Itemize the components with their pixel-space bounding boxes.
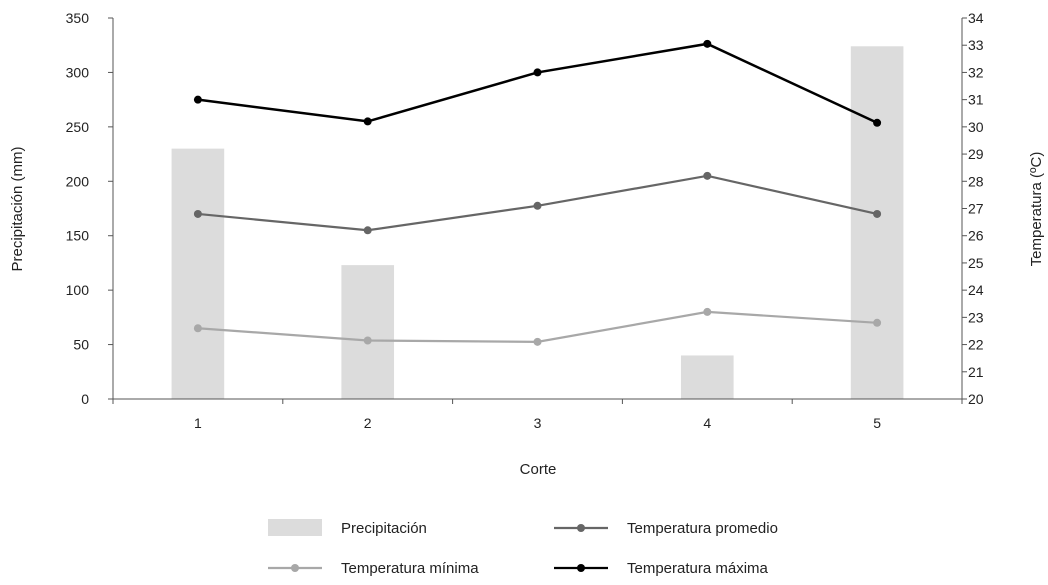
y-right-tick-label: 28 [968, 173, 984, 189]
legend-marker-temperatura-minima [291, 564, 299, 572]
bar-precipitacion-5 [850, 46, 904, 399]
y-right-tick-label: 34 [968, 10, 984, 26]
y-right-tick-label: 24 [968, 282, 984, 298]
y-right-tick-label: 30 [968, 119, 984, 135]
bar-precipitacion-4 [680, 355, 734, 399]
y-right-tick-label: 25 [968, 255, 984, 271]
x-axis-ticks: 1 2 3 4 5 [112, 399, 963, 431]
y-right-tick-label: 22 [968, 337, 984, 353]
bar-precipitacion-2 [341, 265, 395, 399]
y-left-tick-label: 300 [66, 64, 90, 80]
point-temperatura-minima [363, 336, 372, 345]
y-right-tick-label: 27 [968, 201, 984, 217]
y-left-tick-label: 350 [66, 10, 90, 26]
legend-label-temperatura-maxima: Temperatura máxima [627, 560, 769, 577]
series-line-temperatura-minima [197, 310, 878, 343]
y-left-tick-label: 0 [81, 391, 89, 407]
point-temperatura-maxima [873, 118, 882, 127]
y-axis-left-title: Precipitación (mm) [9, 146, 26, 271]
y-left-tick-label: 150 [66, 228, 90, 244]
x-tick-label: 3 [534, 415, 542, 431]
point-temperatura-promedio [193, 209, 202, 218]
y-right-tick-label: 26 [968, 228, 984, 244]
legend-label-precipitacion: Precipitación [341, 520, 427, 537]
y-left-tick-label: 50 [73, 337, 89, 353]
point-temperatura-promedio [363, 226, 372, 235]
y-axis-right-title: Temperatura (ºC) [1028, 152, 1045, 267]
bars-layer [171, 46, 904, 399]
point-temperatura-maxima [363, 117, 372, 126]
x-tick-label: 4 [703, 415, 711, 431]
y-right-tick-label: 31 [968, 92, 984, 108]
point-temperatura-promedio [873, 209, 882, 218]
point-temperatura-promedio [533, 201, 542, 210]
y-left-tick-label: 250 [66, 119, 90, 135]
legend-marker-temperatura-maxima [577, 564, 585, 572]
legend-swatch-precipitacion [268, 519, 322, 536]
y-right-tick-label: 20 [968, 391, 984, 407]
y-axis-left-ticks: 0 50 100 150 200 250 300 350 [66, 10, 113, 407]
point-temperatura-minima [703, 307, 712, 316]
point-temperatura-maxima [533, 68, 542, 77]
x-tick-label: 1 [194, 415, 202, 431]
bar-precipitacion-1 [171, 148, 225, 399]
y-left-tick-label: 200 [66, 173, 90, 189]
y-right-tick-label: 29 [968, 146, 984, 162]
legend-label-temperatura-promedio: Temperatura promedio [627, 520, 778, 537]
series-line-temperatura-maxima [197, 42, 878, 124]
y-right-tick-label: 23 [968, 309, 984, 325]
point-temperatura-minima [193, 324, 202, 333]
point-temperatura-promedio [703, 171, 712, 180]
y-right-tick-label: 32 [968, 64, 984, 80]
point-temperatura-maxima [193, 95, 202, 104]
point-temperatura-minima [533, 337, 542, 346]
point-temperatura-maxima [703, 39, 712, 48]
y-left-tick-label: 100 [66, 282, 90, 298]
legend-marker-temperatura-promedio [577, 524, 585, 532]
y-right-tick-label: 21 [968, 364, 984, 380]
y-right-tick-label: 33 [968, 37, 984, 53]
point-temperatura-minima [873, 318, 882, 327]
legend: Precipitación Temperatura promedio Tempera… [268, 519, 778, 577]
x-tick-label: 5 [873, 415, 881, 431]
lines-layer [193, 39, 882, 346]
legend-label-temperatura-minima: Temperatura mínima [341, 560, 479, 577]
y-axis-right-ticks: 20 21 22 23 24 25 26 27 28 29 30 31 32 33 34 [962, 10, 984, 407]
x-tick-label: 2 [364, 415, 372, 431]
x-axis-title: Corte [520, 461, 557, 478]
